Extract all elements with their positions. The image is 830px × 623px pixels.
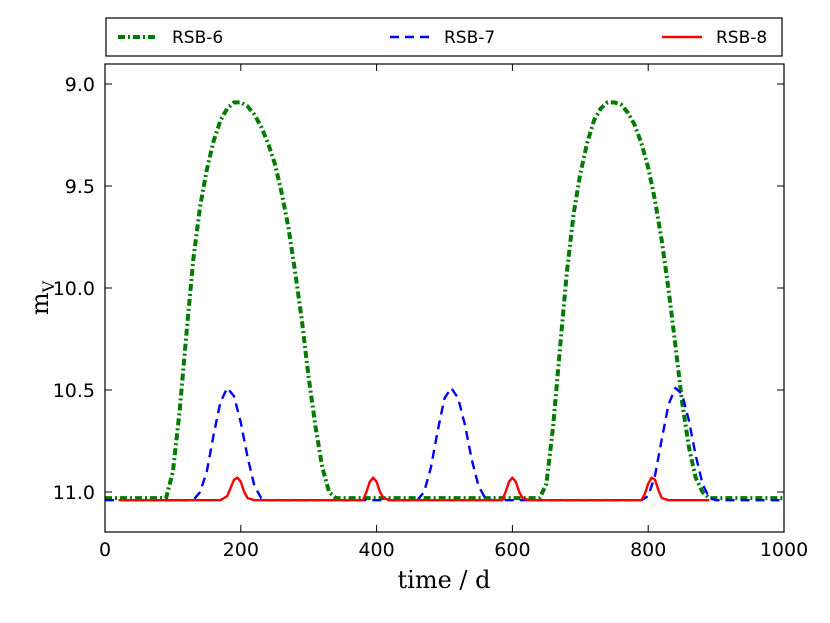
x-tick-label: 1000: [760, 539, 808, 561]
plot-area: 0 200 400 600 800 1000 9.0 9.5 10.0 10.5 11.0: [53, 63, 808, 561]
legend-label-rsb-8: RSB-8: [716, 28, 767, 48]
x-tick-label: 400: [358, 539, 394, 561]
y-tick-label: 10.5: [53, 380, 95, 402]
x-tick-label: 800: [630, 539, 666, 561]
y-tick-label: 9.0: [65, 74, 95, 96]
x-tick-label: 0: [99, 539, 111, 561]
y-tick-label: 11.0: [53, 482, 95, 504]
x-tick-label: 200: [223, 539, 259, 561]
legend: RSB-6 RSB-7 RSB-8: [105, 17, 783, 57]
series-line-rsb-7: [105, 386, 784, 502]
series-line-rsb-6: [105, 100, 784, 501]
y-tick-label: 10.0: [53, 278, 95, 300]
x-tick-label: 600: [494, 539, 530, 561]
y-tick-label: 9.5: [65, 176, 95, 198]
legend-label-rsb-6: RSB-6: [172, 28, 223, 48]
x-axis-label: time / d: [398, 566, 491, 594]
y-axis-label-main: m: [26, 292, 54, 315]
legend-label-rsb-7: RSB-7: [444, 28, 495, 48]
y-axis-label: mV: [26, 280, 58, 315]
series-line-rsb-8: [118, 476, 710, 502]
y-axis-label-sub: V: [39, 280, 58, 293]
plot-frame: [104, 63, 785, 533]
